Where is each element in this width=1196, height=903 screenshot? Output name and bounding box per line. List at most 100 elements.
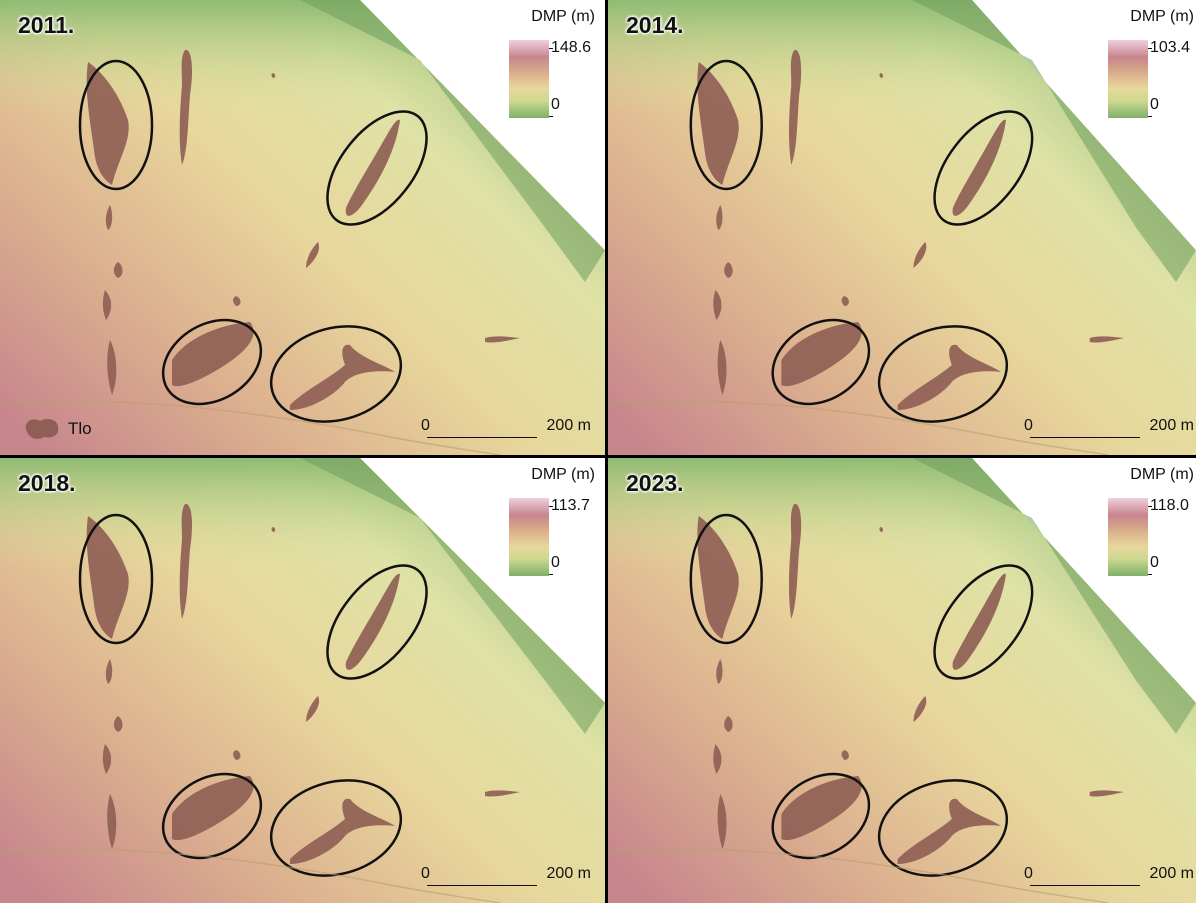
legend-tick (549, 574, 553, 575)
landslide-feature (788, 503, 802, 619)
map-panel-2011: 2011. DMP (m) 148.6 0 0 200 m Tlo (0, 0, 605, 455)
landslide-feature (717, 794, 727, 849)
landslide-feature (713, 290, 722, 320)
scale-zero-label: 0 (1024, 417, 1033, 434)
road-trace (0, 848, 501, 903)
landslide-feature (716, 205, 723, 230)
scale-end-label: 200 m (1149, 865, 1194, 882)
landslide-feature (717, 340, 727, 395)
landslide-feature (952, 573, 1006, 670)
landslide-feature (781, 322, 862, 387)
legend-color-ramp (1108, 40, 1148, 118)
landslide-feature (86, 516, 129, 639)
landslide-feature (86, 62, 129, 185)
elevation-legend: DMP (m) 113.7 0 (493, 466, 595, 586)
road-trace (608, 848, 1109, 903)
highlight-ellipse (269, 325, 403, 423)
landslide-feature (879, 73, 884, 78)
highlight-ellipse (269, 779, 403, 877)
landslide-feature (841, 750, 849, 760)
legend-tick (1148, 574, 1152, 575)
legend-max-value: 148.6 (551, 39, 592, 56)
legend-min-value: 0 (551, 554, 560, 571)
landslide-feature (485, 336, 520, 343)
landslide-feature (697, 62, 739, 185)
landslide-feature (179, 503, 193, 619)
landslide-feature (1089, 790, 1125, 797)
landslide-feature (716, 659, 723, 684)
landslide-feature (107, 340, 117, 395)
scale-bar: 0 200 m (421, 415, 591, 449)
highlight-ellipse (933, 110, 1034, 226)
landslide-feature (345, 119, 400, 216)
highlight-ellipse (771, 772, 871, 860)
highlight-ellipse (161, 318, 263, 406)
landslide-feature (897, 798, 1002, 864)
scale-bar: 0 200 m (1024, 415, 1194, 449)
feature-legend: Tlo (22, 415, 142, 445)
terrain-map (0, 0, 605, 455)
ridge-slope (912, 0, 1196, 283)
landslide-feature (952, 119, 1006, 216)
scale-line (1030, 885, 1140, 886)
legend-tick (1148, 506, 1152, 507)
landslide-feature (897, 344, 1002, 410)
feature-layer (689, 49, 1125, 423)
landslide-feature (233, 296, 241, 306)
scale-zero-label: 0 (421, 417, 430, 434)
year-label: 2014. (626, 12, 684, 38)
scale-line (427, 437, 537, 438)
landslide-feature (913, 242, 927, 268)
feature-legend-label: Tlo (68, 419, 92, 438)
legend-title: DMP (m) (1130, 8, 1194, 25)
landslide-feature (724, 262, 733, 278)
landslide-feature (713, 744, 722, 774)
legend-tick (549, 48, 553, 49)
ridge-slope (912, 458, 1196, 734)
landslide-feature (345, 573, 400, 670)
legend-title: DMP (m) (531, 8, 595, 25)
scale-bar: 0 200 m (1024, 863, 1194, 897)
legend-min-value: 0 (1150, 96, 1159, 113)
highlight-ellipse (78, 59, 154, 191)
terrain-map (608, 0, 1196, 455)
landslide-feature (788, 49, 802, 165)
highlight-ellipse (877, 779, 1009, 877)
landslide-feature (781, 776, 862, 841)
landslide-feature (271, 527, 276, 532)
highlight-ellipse (78, 513, 154, 645)
road-trace (0, 400, 501, 455)
landslide-feature (306, 242, 320, 268)
legend-color-ramp (509, 498, 549, 576)
ridge-slope (300, 0, 605, 283)
landslide-feature (1089, 336, 1125, 343)
map-panel-2014: 2014. DMP (m) 103.4 0 0 200 m (608, 0, 1196, 455)
landslide-feature (290, 344, 395, 410)
landslide-feature (102, 290, 112, 320)
feature-swatch-icon (25, 419, 59, 439)
highlight-ellipse (689, 513, 763, 645)
landslide-feature (102, 744, 112, 774)
ridge-slope (300, 458, 605, 734)
feature-layer (78, 49, 520, 423)
landslide-feature (879, 527, 884, 532)
legend-min-value: 0 (551, 96, 560, 113)
legend-tick (549, 116, 553, 117)
map-panel-2018: 2018. DMP (m) 113.7 0 0 200 m (0, 458, 605, 903)
legend-max-value: 103.4 (1150, 39, 1191, 56)
scale-line (427, 885, 537, 886)
highlight-ellipse (326, 110, 428, 226)
scale-zero-label: 0 (1024, 865, 1033, 882)
scale-end-label: 200 m (1149, 417, 1194, 434)
landslide-feature (724, 716, 733, 732)
feature-layer (689, 503, 1125, 877)
legend-max-value: 113.7 (551, 497, 590, 514)
year-label: 2018. (18, 470, 76, 496)
landslide-feature (841, 296, 849, 306)
landslide-feature (697, 516, 739, 639)
scale-bar: 0 200 m (421, 863, 591, 897)
landslide-feature (113, 262, 123, 278)
highlight-ellipse (161, 772, 263, 860)
landslide-feature (113, 716, 123, 732)
